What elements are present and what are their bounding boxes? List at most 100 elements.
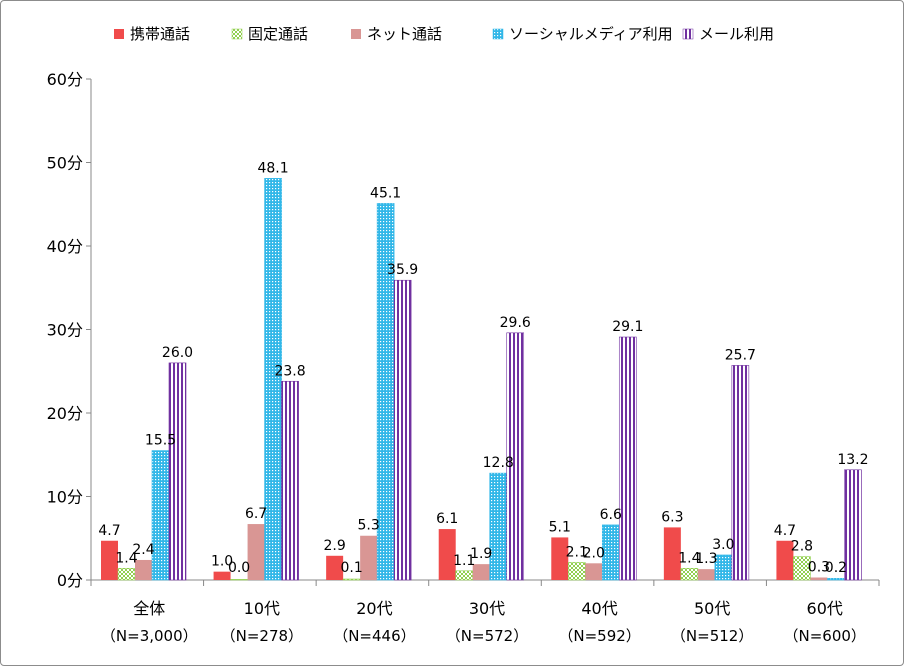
data-label: 5.1 [549,519,571,535]
x-tick-sublabel: （N=592） [558,627,640,645]
bar [281,380,299,581]
legend-swatch [492,28,504,40]
legend-swatch [231,28,243,40]
bar [663,527,681,580]
bar [247,524,265,580]
data-label: 6.7 [245,506,267,522]
bar [827,578,845,581]
data-label: 48.1 [257,160,288,176]
data-label: 1.4 [678,550,700,566]
legend-swatch [682,28,694,40]
data-label: 2.8 [791,539,813,555]
data-label: 29.1 [612,319,643,335]
x-tick-label: 20代 [356,599,392,618]
data-label: 2.4 [132,542,154,558]
legend-swatch [351,29,361,39]
data-label: 2.0 [583,545,605,561]
bar [844,469,862,581]
legend-swatch [114,29,124,39]
bar [793,556,811,581]
y-tick-label: 60分 [47,70,83,89]
legend-label: ソーシャルメディア利用 [509,25,673,43]
bar [213,571,231,580]
x-tick-sublabel: （N=572） [446,627,528,645]
data-label: 1.1 [453,553,475,569]
bar [731,365,750,581]
data-label: 29.6 [500,315,531,331]
data-label: 23.8 [274,363,305,379]
bar [551,537,569,580]
data-label: 4.7 [774,523,796,539]
x-tick-sublabel: （N=446） [333,627,415,645]
bar [438,529,456,580]
data-label: 25.7 [725,347,756,363]
y-tick-label: 10分 [47,488,83,507]
x-tick-sublabel: （N=278） [221,627,303,645]
x-tick-sublabel: （N=512） [671,627,753,645]
data-label: 13.2 [837,452,868,468]
bar [342,578,361,581]
data-label: 35.9 [387,262,418,278]
data-label: 5.3 [358,518,380,534]
data-label: 6.3 [661,509,683,525]
data-label: 2.9 [324,538,346,554]
bar [567,562,586,581]
bar [680,568,699,581]
data-label: 6.6 [600,507,622,523]
data-label: 15.5 [145,433,176,449]
data-label: 1.0 [211,554,233,570]
y-tick-label: 50分 [47,154,83,173]
bar [489,472,508,581]
bar [135,559,152,580]
bar [472,564,490,580]
x-tick-label: 30代 [469,599,505,618]
y-tick-label: 0分 [57,571,83,590]
x-tick-label: 60代 [807,599,843,618]
x-tick-sublabel: （N=3,000） [101,627,198,645]
data-label: 45.1 [370,185,401,201]
x-tick-label: 10代 [244,599,280,618]
y-tick-label: 20分 [47,404,83,423]
bar [585,563,603,580]
bar [393,279,412,581]
data-label: 0.1 [341,560,363,576]
x-tick-label: 40代 [581,599,617,618]
data-label: 0.3 [808,559,830,575]
y-tick-label: 30分 [47,321,83,340]
data-label: 2.1 [566,544,588,560]
data-label: 26.0 [162,345,193,361]
bar [326,555,344,580]
data-label: 0.2 [825,560,847,576]
x-axis: 全体 （N=3,000） 10代 （N=278） 20代 （N=446） 30代 （N=572… [90,579,880,645]
data-label: 1.4 [115,550,137,566]
bar [697,569,715,580]
x-tick-sublabel: （N=600） [784,627,866,645]
y-tick-label: 40分 [47,237,83,256]
legend-label: ネット通話 [367,25,442,43]
data-label: 1.3 [695,551,717,567]
x-tick-label: 全体 [133,599,165,618]
bar [230,579,248,581]
x-tick-label: 50代 [694,599,730,618]
bar [506,332,525,581]
y-axis: 0分 10分 20分 30分 40分 50分 60分 [47,70,92,590]
data-label: 12.8 [483,455,514,471]
legend: 携帯通話 固定通話 ネット通話 ソーシャルメディア利用 メール利用 [114,25,774,43]
bar [618,336,637,581]
bar [810,577,828,580]
bar [101,540,118,580]
bar [168,362,187,581]
data-label: 4.7 [98,523,120,539]
bar [776,540,794,580]
legend-label: メール利用 [699,25,774,43]
bar [264,178,282,581]
data-label: 6.1 [436,511,458,527]
legend-label: 固定通話 [248,25,308,43]
bar [151,450,170,581]
data-label: 3.0 [712,537,734,553]
data-label: 0.0 [228,560,250,576]
legend-label: 携帯通話 [130,25,190,43]
bars [101,178,862,581]
